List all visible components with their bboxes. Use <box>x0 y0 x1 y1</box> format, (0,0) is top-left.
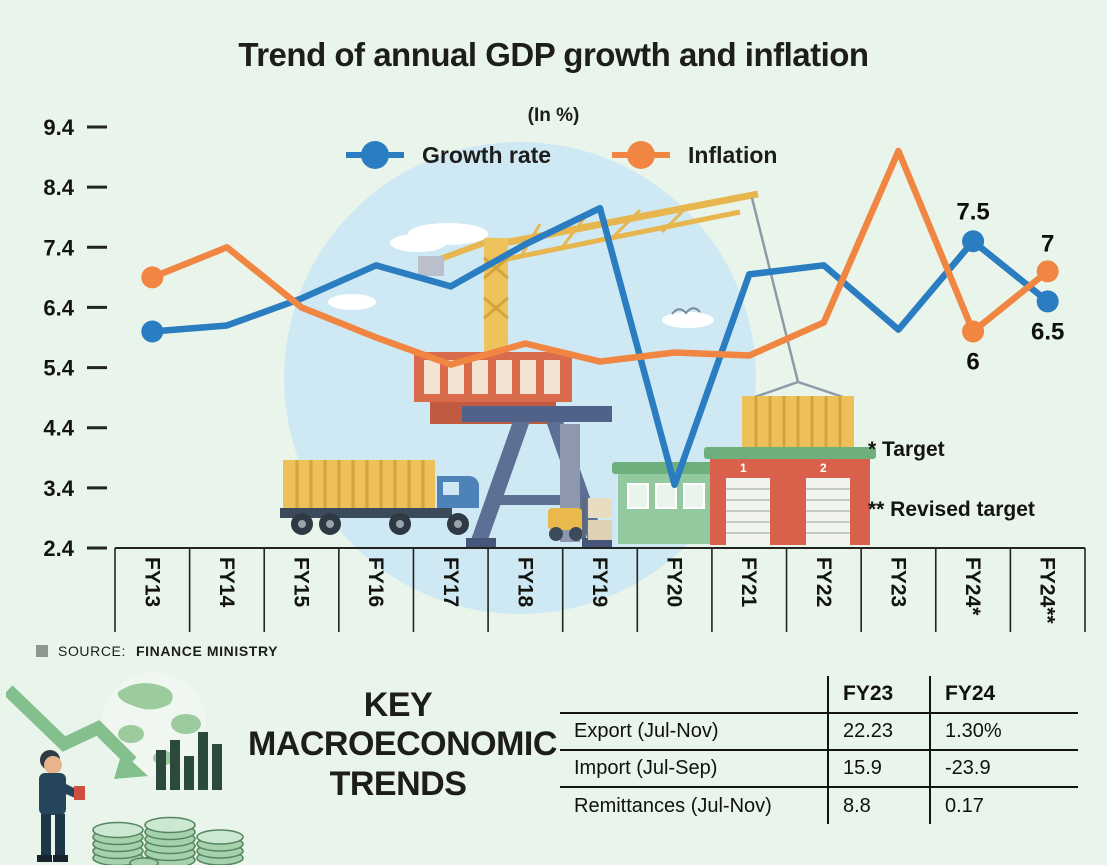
target-note: * Target <box>868 438 945 461</box>
revised-target-note: ** Revised target <box>868 498 1035 521</box>
svg-text:FY24*: FY24* <box>961 557 984 616</box>
svg-text:FY15: FY15 <box>290 557 313 608</box>
economy-illustration <box>6 672 244 865</box>
table-row-remittances: Remittances (Jul-Nov) 8.8 0.17 <box>560 787 1078 824</box>
row-label: Remittances (Jul-Nov) <box>574 794 772 817</box>
svg-text:Inflation: Inflation <box>688 142 777 168</box>
plot-layer: FY13 FY14 FY15 FY16 FY17 FY18 FY19 FY20 FY21 FY22… <box>43 115 1086 632</box>
businessman-illustration <box>37 750 85 862</box>
svg-text:2: 2 <box>820 461 827 475</box>
svg-text:FY20: FY20 <box>663 557 686 607</box>
table-header-fy23: FY23 <box>827 676 930 714</box>
port-illustration: 1 2 <box>280 142 876 614</box>
svg-text:FY19: FY19 <box>588 557 611 607</box>
coin-stacks-illustration <box>92 816 244 865</box>
summary-heading: KEY MACROECONOMIC TRENDS <box>248 686 557 803</box>
svg-text:FY22: FY22 <box>812 557 835 607</box>
svg-text:FY14: FY14 <box>215 557 238 608</box>
row-fy23-value: 15.9 <box>827 750 930 788</box>
svg-text:3.4: 3.4 <box>43 476 74 501</box>
svg-text:FY24**: FY24** <box>1036 557 1059 624</box>
svg-text:FY21: FY21 <box>737 557 760 608</box>
birds-icon <box>671 307 701 315</box>
forklift-illustration <box>548 498 612 541</box>
svg-text:FY17: FY17 <box>439 557 462 607</box>
tower-crane-illustration <box>418 190 854 454</box>
bar-chart-illustration <box>156 732 222 790</box>
row-label: Import (Jul-Sep) <box>560 750 828 788</box>
source-bullet-icon <box>36 645 48 657</box>
table-row-import: Import (Jul-Sep) 15.9 -23.9 <box>560 750 1078 788</box>
table-header-row: FY23 FY24 <box>560 676 1078 714</box>
table-header-fy24: FY24 <box>929 676 1078 714</box>
row-label: Export (Jul-Nov) <box>560 713 828 751</box>
row-fy24-value: 1.30% <box>929 713 1078 751</box>
macro-trends-table: FY23 FY24 Export (Jul-Nov) 22.23 1.30% I… <box>560 676 1078 824</box>
chart-subtitle: (In %) <box>527 105 580 126</box>
table-corner-cell <box>560 676 828 714</box>
svg-text:FY18: FY18 <box>513 557 536 608</box>
cloud-shapes <box>328 223 714 328</box>
gdp-inflation-chart: 1 2 FY13 FY14 FY15 FY16 FY17 FY18 FY19 FY20 FY21… <box>43 115 1086 632</box>
svg-text:9.4: 9.4 <box>43 115 74 140</box>
svg-text:7.4: 7.4 <box>43 235 74 260</box>
svg-text:1: 1 <box>740 461 747 475</box>
svg-text:7.5: 7.5 <box>956 198 989 225</box>
row-fy24-value: 0.17 <box>929 787 1078 824</box>
svg-text:2.4: 2.4 <box>43 536 74 561</box>
warehouse-illustration: 1 2 <box>612 447 876 545</box>
truck-illustration <box>280 460 479 535</box>
svg-text:6: 6 <box>966 348 979 375</box>
source-label: SOURCE: <box>58 643 126 659</box>
svg-text:5.4: 5.4 <box>43 356 74 381</box>
svg-text:4.4: 4.4 <box>43 416 74 441</box>
table-row-export: Export (Jul-Nov) 22.23 1.30% <box>560 713 1078 751</box>
svg-text:6.5: 6.5 <box>1031 318 1064 345</box>
svg-text:FY23: FY23 <box>886 557 909 607</box>
svg-text:FY16: FY16 <box>364 557 387 607</box>
row-fy24-value: -23.9 <box>929 750 1078 788</box>
svg-text:Growth rate: Growth rate <box>422 142 551 168</box>
row-fy23-value: 8.8 <box>827 787 930 824</box>
chart-title: Trend of annual GDP growth and inflation <box>238 36 869 73</box>
row-fy23-value: 22.23 <box>827 713 930 751</box>
source-row: SOURCE: FINANCE MINISTRY <box>36 643 278 659</box>
svg-text:6.4: 6.4 <box>43 295 74 320</box>
source-value: FINANCE MINISTRY <box>136 643 279 659</box>
svg-text:8.4: 8.4 <box>43 175 74 200</box>
svg-text:7: 7 <box>1041 230 1054 257</box>
svg-text:FY13: FY13 <box>140 557 163 607</box>
downtrend-arrow-icon <box>6 685 148 779</box>
